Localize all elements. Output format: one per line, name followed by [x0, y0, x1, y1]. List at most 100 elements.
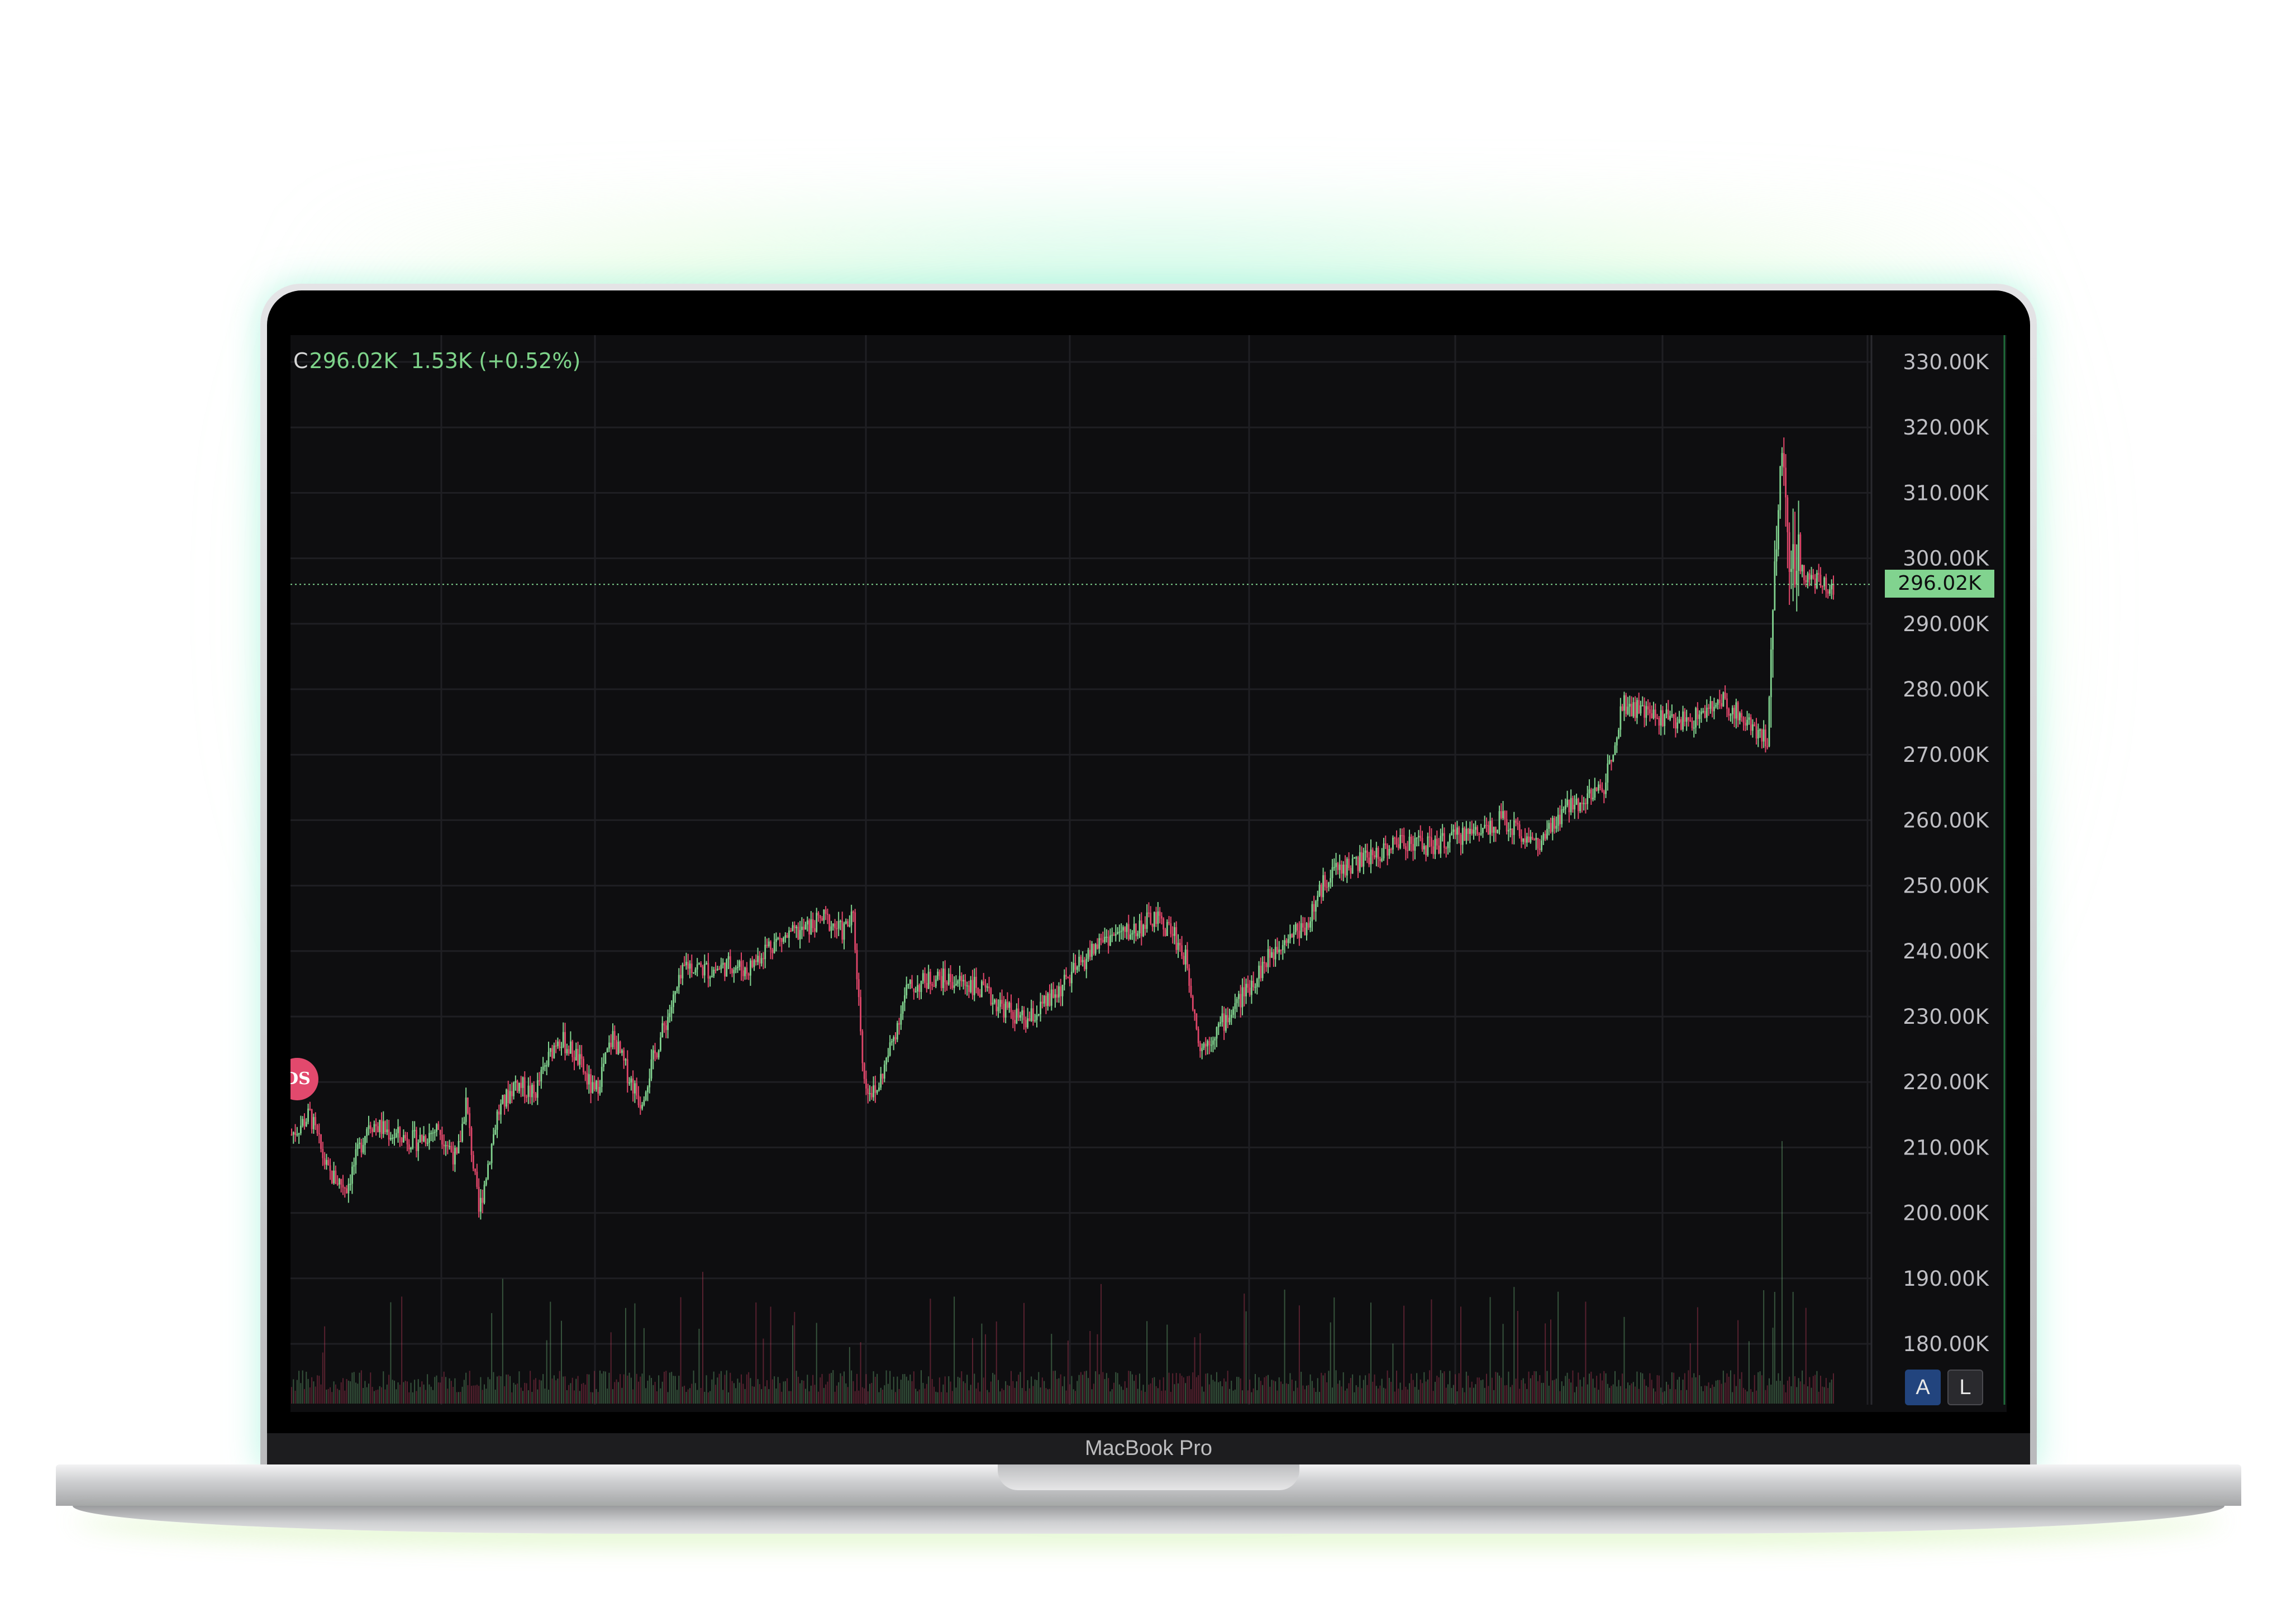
- volume-bar: [694, 1383, 696, 1404]
- candle-body: [1056, 994, 1058, 998]
- volume-bar: [1295, 1381, 1297, 1404]
- candle-body: [371, 1129, 373, 1132]
- volume-bar: [801, 1380, 803, 1404]
- candle-body: [804, 924, 807, 930]
- candle-body: [417, 1142, 420, 1151]
- volume-bar: [1603, 1371, 1605, 1404]
- volume-bar: [300, 1383, 302, 1404]
- candle-body: [865, 1079, 867, 1089]
- candle-body: [814, 928, 816, 932]
- volume-bar: [1374, 1374, 1375, 1404]
- volume-bar: [1827, 1388, 1829, 1404]
- volume-bar: [469, 1371, 470, 1404]
- volume-bar: [1638, 1389, 1640, 1404]
- volume-bar: [537, 1389, 539, 1404]
- candle-body: [1359, 852, 1361, 871]
- volume-bar: [1049, 1389, 1050, 1404]
- volume-bar: [654, 1382, 656, 1404]
- candle-body: [689, 963, 691, 969]
- candle-body: [1827, 591, 1829, 594]
- volume-bar: [373, 1391, 375, 1404]
- candle-body: [867, 1088, 869, 1094]
- candle-body: [1788, 532, 1790, 572]
- volume-bar: [1825, 1378, 1827, 1404]
- volume-bar: [735, 1388, 737, 1404]
- candle-body: [1010, 1003, 1012, 1012]
- volume-bar: [741, 1374, 742, 1404]
- candle-body: [1258, 965, 1260, 979]
- volume-bar: [1517, 1310, 1518, 1404]
- candle-body: [1775, 549, 1778, 562]
- candle-body: [1030, 1008, 1032, 1022]
- candle-body: [678, 975, 680, 987]
- auto-scale-button[interactable]: A: [1905, 1370, 1941, 1405]
- candle-body: [346, 1188, 347, 1194]
- candle-body: [1034, 1020, 1036, 1022]
- candle-body: [1067, 976, 1069, 978]
- volume-bar: [847, 1387, 849, 1404]
- candle-body: [1444, 833, 1445, 848]
- candle-body: [1008, 1003, 1011, 1008]
- price-axis-tick-label: 290.00K: [1903, 612, 1989, 636]
- volume-bar: [1044, 1381, 1045, 1404]
- chart-screen[interactable]: 330.00K 320.00K 310.00K 300.00K 290.00K 280.0…: [290, 335, 2007, 1412]
- candle-body: [1223, 1013, 1225, 1031]
- volume-bar: [667, 1392, 669, 1404]
- candle-body: [1379, 858, 1381, 861]
- candle-body: [1628, 704, 1631, 707]
- volume-bar: [1258, 1377, 1260, 1404]
- log-scale-button[interactable]: L: [1947, 1370, 1983, 1405]
- candle-body: [1344, 865, 1346, 876]
- volume-bar: [592, 1392, 593, 1404]
- volume-bar: [1429, 1370, 1431, 1404]
- candle-body: [670, 1006, 673, 1013]
- volume-bar: [661, 1381, 663, 1404]
- volume-bar: [1418, 1390, 1419, 1404]
- candle-body: [395, 1133, 397, 1137]
- candle-body: [1563, 809, 1565, 810]
- volume-bar: [1576, 1386, 1577, 1404]
- volume-bar: [1137, 1389, 1139, 1404]
- candle-body: [493, 1134, 494, 1144]
- candle-body: [770, 941, 771, 950]
- volume-bar: [403, 1382, 404, 1404]
- volume-bar: [799, 1383, 801, 1404]
- volume-bar: [968, 1390, 970, 1404]
- candle-body: [1155, 912, 1157, 924]
- candle-body: [364, 1136, 366, 1145]
- candle-body: [995, 1000, 998, 1012]
- candle-body: [1278, 950, 1280, 953]
- candle-body: [1094, 944, 1097, 954]
- candle-body: [632, 1078, 634, 1094]
- candlestick-chart[interactable]: 330.00K320.00K310.00K300.00K290.00K280.0…: [290, 335, 2007, 1412]
- volume-bar: [1268, 1375, 1269, 1404]
- candle-body: [966, 985, 968, 987]
- volume-bar: [1339, 1380, 1341, 1404]
- candle-body: [687, 962, 689, 969]
- candle-body: [718, 969, 720, 970]
- candle-body: [1098, 938, 1101, 949]
- volume-bar: [687, 1389, 689, 1404]
- volume-bar: [555, 1380, 557, 1404]
- candle-body: [1798, 534, 1799, 571]
- volume-bar: [1774, 1292, 1775, 1404]
- volume-bar: [1319, 1392, 1320, 1404]
- candle-body: [1684, 711, 1686, 722]
- volume-bar: [1504, 1385, 1506, 1404]
- volume-bar: [775, 1388, 777, 1404]
- candle-body: [682, 965, 684, 979]
- candle-body: [401, 1137, 403, 1143]
- volume-bar: [1313, 1387, 1315, 1404]
- candle-body: [1825, 578, 1827, 591]
- candle-body: [1432, 846, 1435, 855]
- candle-body: [1261, 962, 1264, 979]
- candle-body: [1812, 575, 1814, 579]
- volume-bar: [359, 1372, 360, 1404]
- volume-bar: [1515, 1378, 1517, 1404]
- candle-body: [917, 985, 918, 992]
- volume-bar: [1348, 1383, 1350, 1404]
- candle-body: [1541, 840, 1542, 850]
- volume-bar: [904, 1373, 906, 1404]
- candle-body: [496, 1111, 498, 1130]
- candle-body: [1581, 803, 1583, 804]
